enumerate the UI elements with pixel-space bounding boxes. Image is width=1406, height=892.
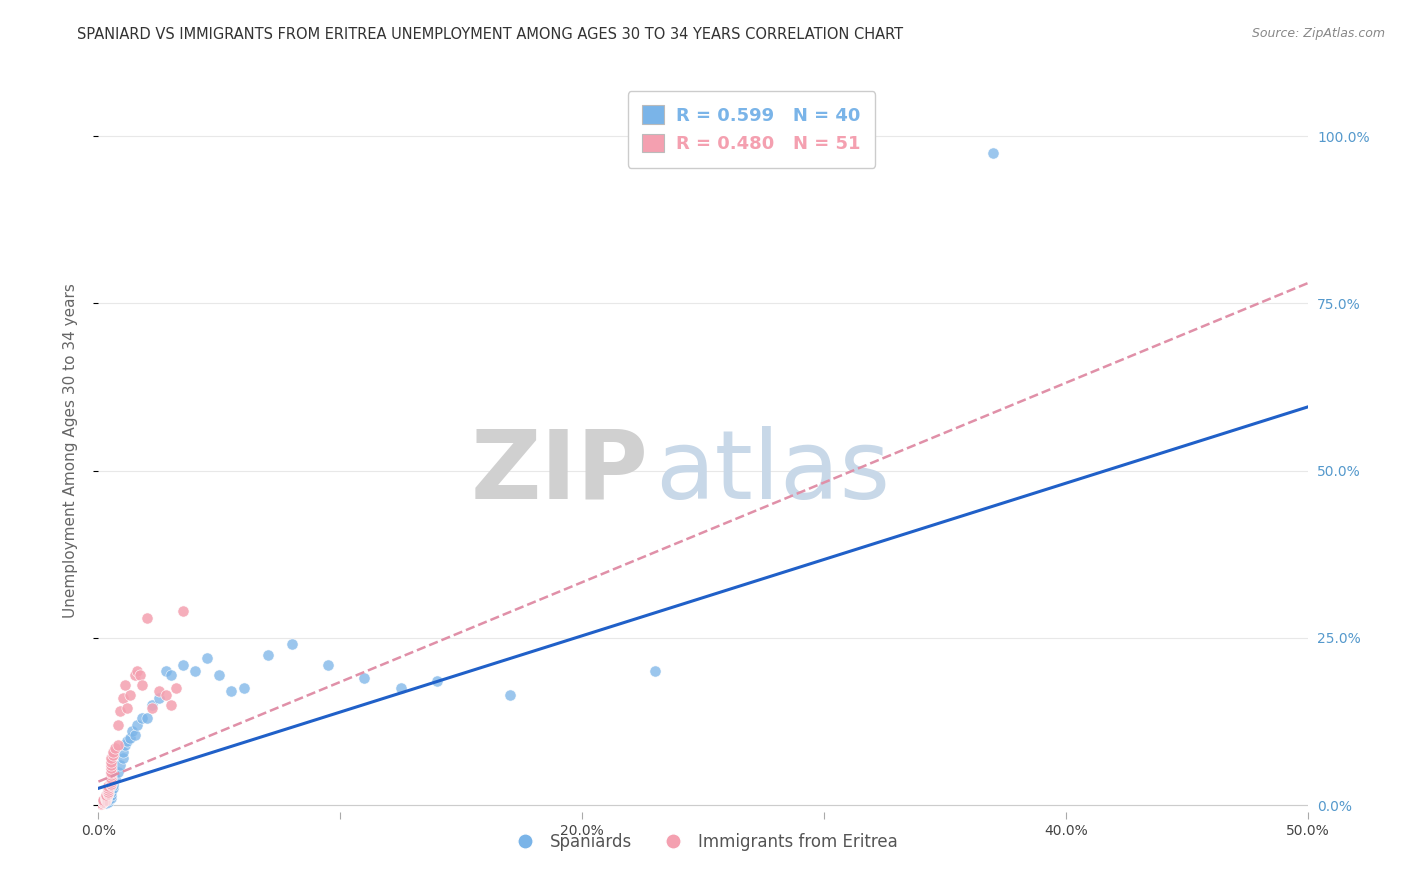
Point — [172, 657, 194, 672]
Point — [94, 789, 117, 804]
Point — [117, 701, 139, 715]
Y-axis label: Unemployment Among Ages 30 to 34 years: Unemployment Among Ages 30 to 34 years — [63, 283, 77, 618]
Point — [94, 788, 117, 802]
Point — [100, 772, 122, 787]
Point — [100, 788, 122, 802]
Point — [90, 797, 112, 811]
Point — [107, 764, 129, 779]
Point — [148, 684, 170, 698]
Point — [426, 674, 449, 689]
Point — [107, 717, 129, 731]
Point — [644, 664, 666, 679]
Point — [118, 731, 141, 746]
Point — [91, 793, 114, 807]
Point — [100, 791, 122, 805]
Point — [94, 792, 117, 806]
Point — [256, 648, 278, 662]
Point — [141, 698, 163, 712]
Point — [100, 755, 122, 769]
Point — [127, 664, 149, 679]
Point — [148, 690, 170, 705]
Point — [114, 678, 136, 692]
Point — [97, 780, 120, 794]
Text: atlas: atlas — [655, 425, 890, 518]
Point — [108, 758, 131, 772]
Point — [114, 738, 136, 752]
Point — [91, 796, 114, 810]
Point — [135, 711, 157, 725]
Point — [97, 788, 120, 802]
Point — [172, 604, 194, 618]
Point — [121, 724, 143, 739]
Point — [118, 688, 141, 702]
Point — [100, 785, 122, 799]
Text: Source: ZipAtlas.com: Source: ZipAtlas.com — [1251, 27, 1385, 40]
Text: ZIP: ZIP — [471, 425, 648, 518]
Point — [155, 664, 177, 679]
Point — [117, 734, 139, 748]
Point — [100, 771, 122, 786]
Point — [127, 717, 149, 731]
Point — [101, 778, 124, 792]
Point — [195, 651, 218, 665]
Point — [94, 793, 117, 807]
Point — [100, 768, 122, 782]
Point — [100, 776, 122, 791]
Point — [389, 681, 412, 695]
Point — [111, 690, 134, 705]
Point — [208, 667, 231, 681]
Point — [353, 671, 375, 685]
Point — [141, 701, 163, 715]
Point — [111, 744, 134, 758]
Point — [100, 761, 122, 775]
Point — [316, 657, 339, 672]
Point — [160, 698, 183, 712]
Point — [97, 781, 120, 796]
Point — [108, 705, 131, 719]
Point — [94, 796, 117, 810]
Point — [97, 785, 120, 799]
Point — [101, 744, 124, 758]
Point — [232, 681, 254, 695]
Point — [131, 678, 153, 692]
Point — [97, 793, 120, 807]
Point — [94, 790, 117, 805]
Point — [135, 611, 157, 625]
Point — [165, 681, 187, 695]
Point — [184, 664, 207, 679]
Point — [100, 758, 122, 772]
Point — [97, 795, 120, 809]
Point — [101, 747, 124, 762]
Point — [91, 794, 114, 808]
Point — [124, 667, 146, 681]
Point — [498, 688, 520, 702]
Point — [94, 791, 117, 805]
Point — [131, 711, 153, 725]
Point — [281, 637, 304, 651]
Point — [101, 781, 124, 796]
Point — [221, 684, 243, 698]
Point — [90, 796, 112, 810]
Point — [124, 728, 146, 742]
Text: SPANIARD VS IMMIGRANTS FROM ERITREA UNEMPLOYMENT AMONG AGES 30 TO 34 YEARS CORRE: SPANIARD VS IMMIGRANTS FROM ERITREA UNEM… — [77, 27, 904, 42]
Point — [104, 771, 127, 786]
Point — [100, 778, 122, 792]
Point — [100, 764, 122, 779]
Point — [981, 145, 1004, 160]
Point — [97, 783, 120, 797]
Point — [111, 751, 134, 765]
Point — [104, 741, 127, 756]
Point — [97, 786, 120, 800]
Point — [107, 738, 129, 752]
Point — [100, 765, 122, 780]
Point — [160, 667, 183, 681]
Point — [91, 795, 114, 809]
Point — [128, 667, 150, 681]
Point — [100, 774, 122, 789]
Point — [155, 688, 177, 702]
Legend: Spaniards, Immigrants from Eritrea: Spaniards, Immigrants from Eritrea — [501, 826, 905, 857]
Point — [100, 751, 122, 765]
